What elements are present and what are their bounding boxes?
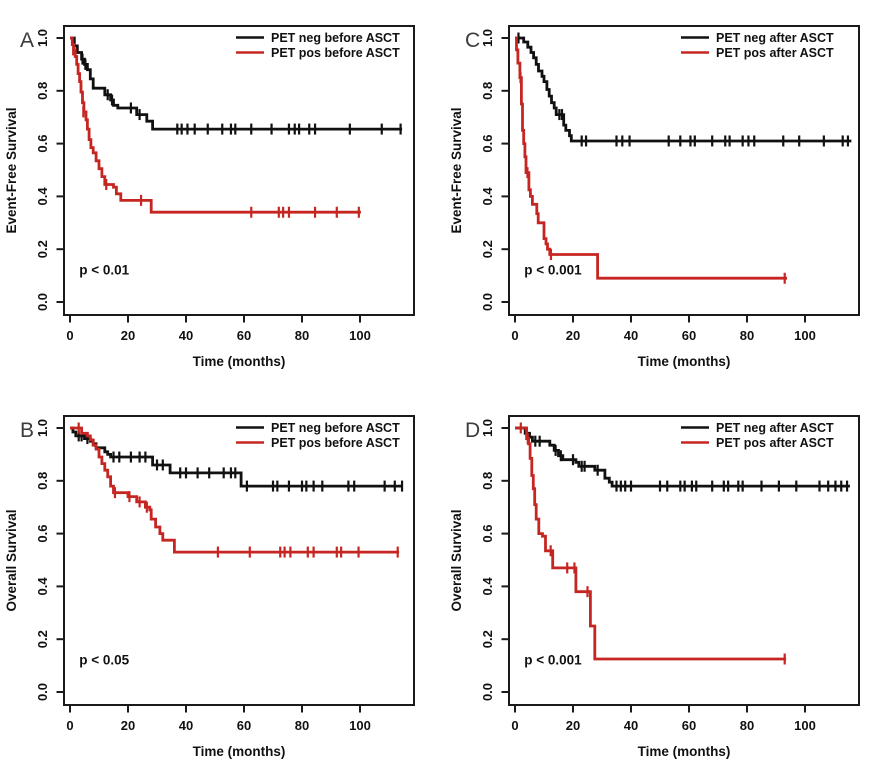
y-tick-label: 0.2 [35,240,50,258]
x-tick-label: 80 [740,718,754,733]
x-tick-label: 80 [295,328,309,343]
y-tick-label: 1.0 [480,29,495,47]
km-curve-pet-pos [70,36,361,214]
panel-letter: A [20,29,34,52]
x-tick-label: 0 [511,328,518,343]
x-tick-label: 20 [121,328,135,343]
plot-box [63,415,415,706]
x-tick-label: 20 [121,718,135,733]
plot-box [63,25,415,316]
x-tick-label: 0 [511,718,518,733]
km-curve-pet-neg [70,426,403,488]
x-axis-title: Time (months) [193,744,286,759]
y-tick-label: 0.0 [35,683,50,701]
y-tick-label: 0.2 [35,630,50,648]
km-panel-c: C 0 20 40 60 80 100 Time (months) 0.0 0.2 0.4 0.6 0.… [449,25,860,369]
y-tick-label: 0.0 [35,293,50,311]
y-tick-label: 0.0 [480,683,495,701]
legend-label-pet-neg: PET neg after ASCT [716,31,834,45]
x-tick-label: 60 [237,718,251,733]
legend-label-pet-neg: PET neg before ASCT [271,421,400,435]
y-tick-label: 0.4 [35,577,50,596]
x-axis-title: Time (months) [193,354,286,369]
plot-box [508,415,860,706]
p-value-label: p < 0.001 [524,262,582,277]
x-tick-label: 60 [237,328,251,343]
x-tick-label: 40 [179,328,193,343]
legend-label-pet-neg: PET neg after ASCT [716,421,834,435]
y-tick-label: 0.6 [480,525,495,543]
plot-box [508,25,860,316]
x-tick-label: 40 [624,718,638,733]
legend-label-pet-neg: PET neg before ASCT [271,31,400,45]
x-axis-title: Time (months) [638,354,731,369]
legend-label-pet-pos: PET pos after ASCT [716,436,834,450]
km-panel-b: B 0 20 40 60 80 100 Time (months) 0.0 0.2 0.4 0.6 0.… [4,415,415,759]
y-tick-label: 0.8 [480,472,495,490]
legend-label-pet-pos: PET pos before ASCT [271,46,400,60]
km-curve-pet-neg [515,426,850,488]
panel-letter: B [20,419,34,442]
y-tick-label: 1.0 [480,419,495,437]
y-tick-label: 0.4 [35,187,50,206]
x-tick-label: 100 [794,328,816,343]
y-tick-label: 0.2 [480,240,495,258]
km-curve-pet-pos [70,426,400,554]
y-tick-label: 0.0 [480,293,495,311]
y-axis-title: Overall Survival [449,509,464,611]
y-tick-label: 0.8 [35,82,50,100]
x-tick-label: 20 [566,328,580,343]
y-axis-title: Event-Free Survival [4,107,19,233]
x-tick-label: 100 [349,718,371,733]
x-tick-label: 100 [349,328,371,343]
y-tick-label: 0.4 [480,187,495,206]
km-panel-d: D 0 20 40 60 80 100 Time (months) 0.0 0.2 0.4 0.6 0.… [449,415,860,759]
km-curve-pet-pos [515,36,787,280]
p-value-label: p < 0.01 [79,262,129,277]
x-tick-label: 60 [682,718,696,733]
y-axis-title: Event-Free Survival [449,107,464,233]
y-tick-label: 0.6 [35,135,50,153]
p-value-label: p < 0.05 [79,652,129,667]
x-tick-label: 20 [566,718,580,733]
x-tick-label: 0 [66,718,73,733]
y-tick-label: 1.0 [35,419,50,437]
x-tick-label: 40 [179,718,193,733]
panel-letter: C [465,29,480,52]
panel-letter: D [465,419,480,442]
x-tick-label: 100 [794,718,816,733]
y-tick-label: 0.2 [480,630,495,648]
x-tick-label: 80 [295,718,309,733]
x-axis-title: Time (months) [638,744,731,759]
p-value-label: p < 0.001 [524,652,582,667]
y-tick-label: 0.4 [480,577,495,596]
x-tick-label: 40 [624,328,638,343]
x-tick-label: 80 [740,328,754,343]
km-curve-pet-neg [70,36,403,131]
legend-label-pet-pos: PET pos before ASCT [271,436,400,450]
km-curve-pet-neg [515,36,852,143]
km-panel-a: A 0 20 40 60 80 100 Time (months) 0.0 0.2 0.4 0.6 0.… [4,25,415,369]
y-tick-label: 1.0 [35,29,50,47]
y-tick-label: 0.6 [480,135,495,153]
x-tick-label: 0 [66,328,73,343]
x-tick-label: 60 [682,328,696,343]
y-axis-title: Overall Survival [4,509,19,611]
y-tick-label: 0.8 [35,472,50,490]
y-tick-label: 0.8 [480,82,495,100]
y-tick-label: 0.6 [35,525,50,543]
km-curve-pet-pos [515,426,787,661]
legend-label-pet-pos: PET pos after ASCT [716,46,834,60]
